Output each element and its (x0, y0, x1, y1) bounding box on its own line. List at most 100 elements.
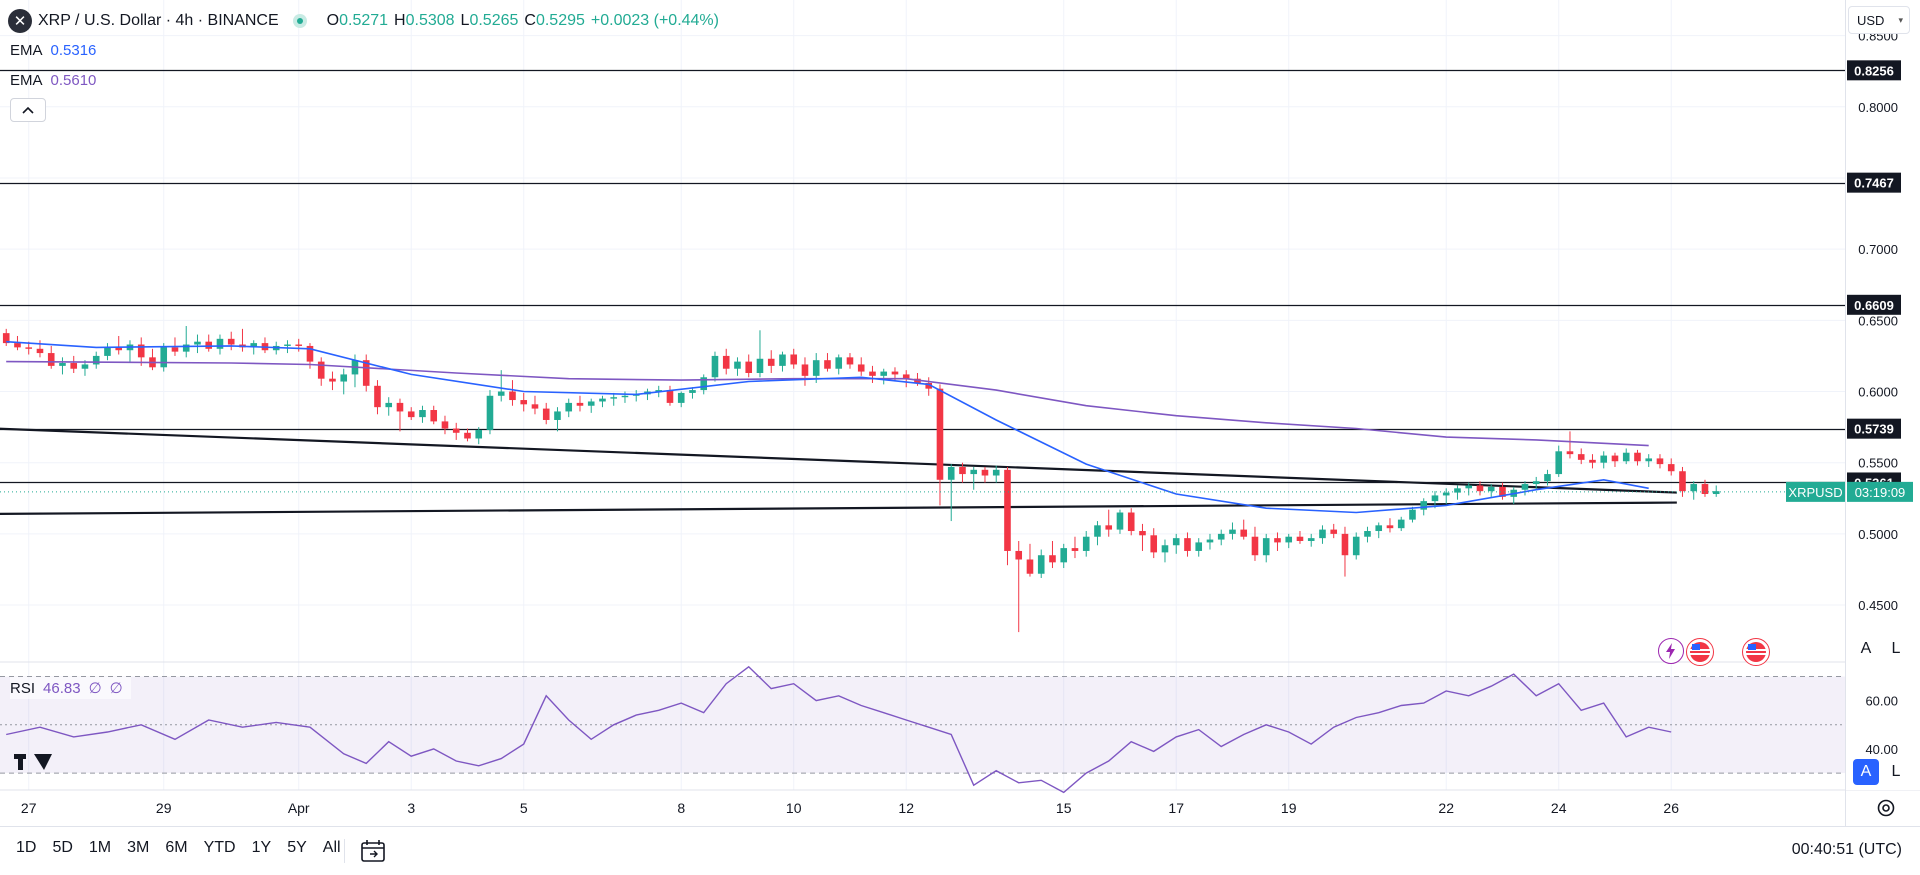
time-axis[interactable]: 27 29 Apr 3 5 8 10 12 15 17 19 22 24 26 (21, 800, 1679, 816)
candle-body-119 (1341, 533, 1349, 556)
range-all[interactable]: All (322, 839, 341, 856)
candle-body-62 (700, 377, 708, 391)
candle-body-141 (1589, 459, 1596, 463)
rsi-auto-scale-button[interactable]: A (1853, 759, 1879, 785)
ema-fast-legend[interactable]: EMA 0.5316 (10, 39, 96, 61)
candle-body-34 (385, 402, 393, 408)
candle-body-27 (306, 345, 314, 362)
collapse-legend-button[interactable] (10, 98, 46, 122)
bottom-toolbar: 1D 5D 1M 3M 6M YTD 1Y 5Y All 00:40:51 (U… (0, 826, 1920, 875)
candle-body-82 (925, 382, 933, 389)
rsi-extra-2: ∅ (109, 680, 123, 697)
price-tick-label-2: 0.5500 (1858, 456, 1898, 471)
range-6m[interactable]: 6M (165, 839, 188, 856)
time-tick-label-3: 3 (407, 800, 415, 816)
candle-body-112 (1262, 538, 1270, 556)
candle-body-103 (1161, 545, 1169, 553)
chevron-down-icon: ▾ (1898, 15, 1903, 25)
candle-body-88 (992, 469, 1000, 476)
ohlc-high-value: 0.5308 (405, 12, 455, 29)
ohlc-close-key: C (524, 12, 536, 29)
trendline-1 (0, 501, 1677, 516)
candle-body-147 (1656, 458, 1664, 465)
xrp-logo-icon: ✕ (8, 9, 32, 33)
trendlines (0, 427, 1677, 516)
candle-body-26 (295, 344, 303, 346)
candle-body-104 (1172, 538, 1180, 546)
candle-body-97 (1094, 525, 1101, 537)
range-ytd[interactable]: YTD (203, 839, 236, 856)
candle-body-30 (340, 374, 348, 382)
currency-select[interactable]: USD ▾ (1848, 6, 1910, 34)
range-5y[interactable]: 5Y (287, 839, 307, 856)
market-status-icon[interactable] (292, 14, 307, 28)
candle-body-14 (160, 347, 168, 368)
candle-body-149 (1679, 471, 1686, 492)
us-flag-event-icon[interactable] (1686, 638, 1714, 666)
rsi-log-scale-button[interactable]: L (1883, 759, 1909, 785)
candle-body-107 (1206, 539, 1214, 543)
candle-body-29 (329, 378, 336, 382)
symbol-title[interactable]: XRP / U.S. Dollar · 4h · BINANCE (38, 12, 279, 29)
candle-body-1 (14, 343, 21, 348)
candle-body-44 (497, 391, 505, 396)
candle-body-61 (689, 390, 696, 393)
candle-body-20 (227, 338, 235, 345)
candle-body-109 (1229, 529, 1236, 534)
log-scale-button[interactable]: L (1883, 636, 1909, 662)
candle-body-38 (430, 410, 438, 422)
symbol-legend: ✕ XRP / U.S. Dollar · 4h · BINANCE O 0.52… (0, 8, 719, 34)
price-tick-label-4: 0.6500 (1858, 313, 1898, 328)
candle-body-136 (1532, 481, 1540, 485)
candle-body-8 (92, 355, 100, 365)
calendar-icon[interactable] (360, 839, 386, 868)
event-flash-icon[interactable] (1658, 638, 1684, 664)
ema-slow-legend[interactable]: EMA 0.5610 (10, 69, 96, 91)
candle-body-0 (2, 333, 10, 344)
candle-body-152 (1712, 491, 1720, 495)
candle-body-93 (1049, 555, 1056, 563)
candle-body-5 (59, 363, 66, 366)
level-tag-bg-3 (1847, 418, 1901, 439)
candle-body-55 (621, 395, 629, 398)
time-tick-label-4: 5 (520, 800, 528, 816)
time-tick-label-9: 17 (1168, 800, 1184, 816)
time-tick-label-7: 12 (898, 800, 914, 816)
range-1m[interactable]: 1M (88, 839, 112, 856)
rsi-legend[interactable]: RSI 46.83 ∅ ∅ (10, 677, 131, 699)
candle-body-108 (1217, 533, 1225, 540)
auto-scale-button[interactable]: A (1853, 636, 1879, 662)
candle-body-121 (1364, 531, 1371, 537)
candle-body-98 (1105, 525, 1113, 530)
rsi-line (6, 665, 1672, 794)
candle-body-146 (1645, 458, 1653, 462)
candle-body-148 (1667, 464, 1675, 472)
candle-body-89 (1004, 469, 1011, 551)
toolbar-divider (344, 839, 345, 863)
candle-body-137 (1544, 474, 1551, 482)
candle-body-25 (284, 344, 291, 346)
ema-slow-line (6, 360, 1649, 447)
range-3m[interactable]: 3M (127, 839, 150, 856)
candle-body-143 (1611, 455, 1619, 462)
candle-body-71 (801, 364, 809, 376)
chart-canvas[interactable]: 0.45000.50000.55000.60000.65000.70000.75… (0, 0, 1920, 826)
candle-body-64 (722, 355, 730, 369)
symbol-tag-bg (1786, 481, 1845, 502)
candle-body-142 (1600, 455, 1608, 463)
range-1y[interactable]: 1Y (251, 839, 272, 856)
range-5d[interactable]: 5D (52, 839, 73, 856)
settings-gear-icon[interactable] (1873, 795, 1899, 821)
candle-body-86 (970, 469, 978, 475)
us-flag-event-icon-2[interactable] (1742, 638, 1770, 666)
candle-body-113 (1274, 538, 1281, 543)
candle-body-67 (756, 358, 764, 373)
range-1d[interactable]: 1D (16, 839, 37, 856)
candle-body-17 (194, 341, 201, 345)
candle-body-66 (745, 361, 753, 373)
utc-clock[interactable]: 00:40:51 (UTC) (1791, 841, 1902, 858)
candle-body-90 (1015, 550, 1023, 560)
candle-body-125 (1409, 509, 1416, 520)
candle-body-15 (171, 347, 179, 352)
candle-body-45 (509, 391, 516, 401)
